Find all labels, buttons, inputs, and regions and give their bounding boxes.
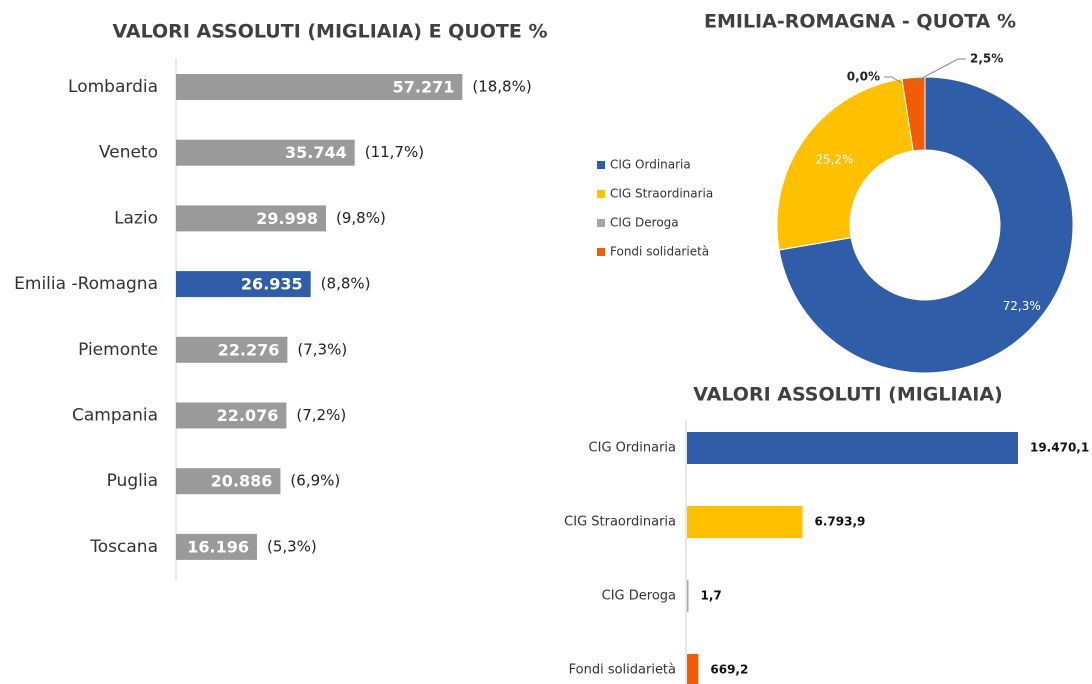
category-label: Emilia -Romagna (14, 274, 158, 294)
category-label: Lazio (114, 208, 158, 228)
value-label: 6.793,9 (814, 515, 865, 529)
bar (176, 336, 288, 363)
chart-title: VALORI ASSOLUTI (MIGLIAIA) E QUOTE % (112, 21, 547, 43)
value-label: 19.470,1 (1030, 441, 1089, 455)
legend-label: CIG Deroga (610, 216, 679, 230)
bar (176, 139, 355, 166)
category-label: Puglia (107, 471, 158, 491)
legend-label: Fondi solidarietà (610, 245, 709, 259)
share-label: (6,9%) (290, 472, 340, 490)
legend-swatch (597, 219, 605, 227)
donut-slice (778, 76, 1074, 374)
value-label: 1,7 (701, 589, 722, 603)
chart-title: VALORI ASSOLUTI (MIGLIAIA) (693, 384, 1002, 406)
category-label: Veneto (99, 143, 158, 163)
category-label: Lombardia (68, 77, 158, 97)
value-label: 669,2 (710, 663, 748, 677)
value-label: 25,2% (815, 153, 853, 167)
share-label: (7,2%) (296, 406, 346, 424)
value-label: 2,5% (970, 52, 1003, 66)
value-label: 57.271 (393, 78, 455, 97)
bar (687, 654, 699, 684)
category-label: Campania (72, 406, 158, 426)
bar (687, 506, 803, 538)
value-label: 26.935 (241, 275, 303, 294)
donut-slice (776, 78, 914, 251)
share-label: (9,8%) (336, 209, 386, 227)
category-label: Fondi solidarietà (569, 663, 676, 678)
share-label: (8,8%) (321, 275, 371, 293)
share-label: (7,3%) (297, 340, 347, 358)
value-label: 0,0% (847, 70, 880, 84)
legend-swatch (597, 161, 605, 169)
category-label: Toscana (89, 537, 158, 557)
value-label: 72,3% (1003, 299, 1041, 313)
chart-title: EMILIA-ROMAGNA - QUOTA % (704, 11, 1016, 33)
bar (176, 402, 287, 429)
value-label: 35.744 (285, 143, 347, 162)
legend-label: CIG Straordinaria (610, 187, 713, 201)
share-label: (5,3%) (267, 537, 317, 555)
share-label: (11,7%) (365, 143, 424, 161)
value-label: 22.276 (218, 340, 280, 359)
category-label: CIG Ordinaria (589, 441, 676, 456)
legend-swatch (597, 248, 605, 256)
bar (176, 74, 463, 100)
bar (687, 580, 689, 612)
share-label: (18,8%) (472, 78, 531, 96)
category-label: Piemonte (78, 340, 158, 360)
leader-line (884, 76, 903, 85)
value-label: 29.998 (256, 209, 318, 228)
leader-line (913, 58, 966, 83)
bar (176, 271, 311, 298)
value-label: 20.886 (211, 472, 273, 491)
bar (176, 533, 257, 560)
bar (176, 468, 281, 495)
category-label: CIG Deroga (602, 589, 676, 604)
category-label: CIG Straordinaria (564, 515, 676, 530)
donut-slice (901, 76, 926, 152)
value-label: 22.076 (217, 406, 279, 425)
legend-label: CIG Ordinaria (610, 158, 691, 172)
bar (176, 205, 326, 232)
legend-swatch (597, 190, 605, 198)
value-label: 16.196 (187, 537, 249, 556)
bar (687, 432, 1018, 464)
